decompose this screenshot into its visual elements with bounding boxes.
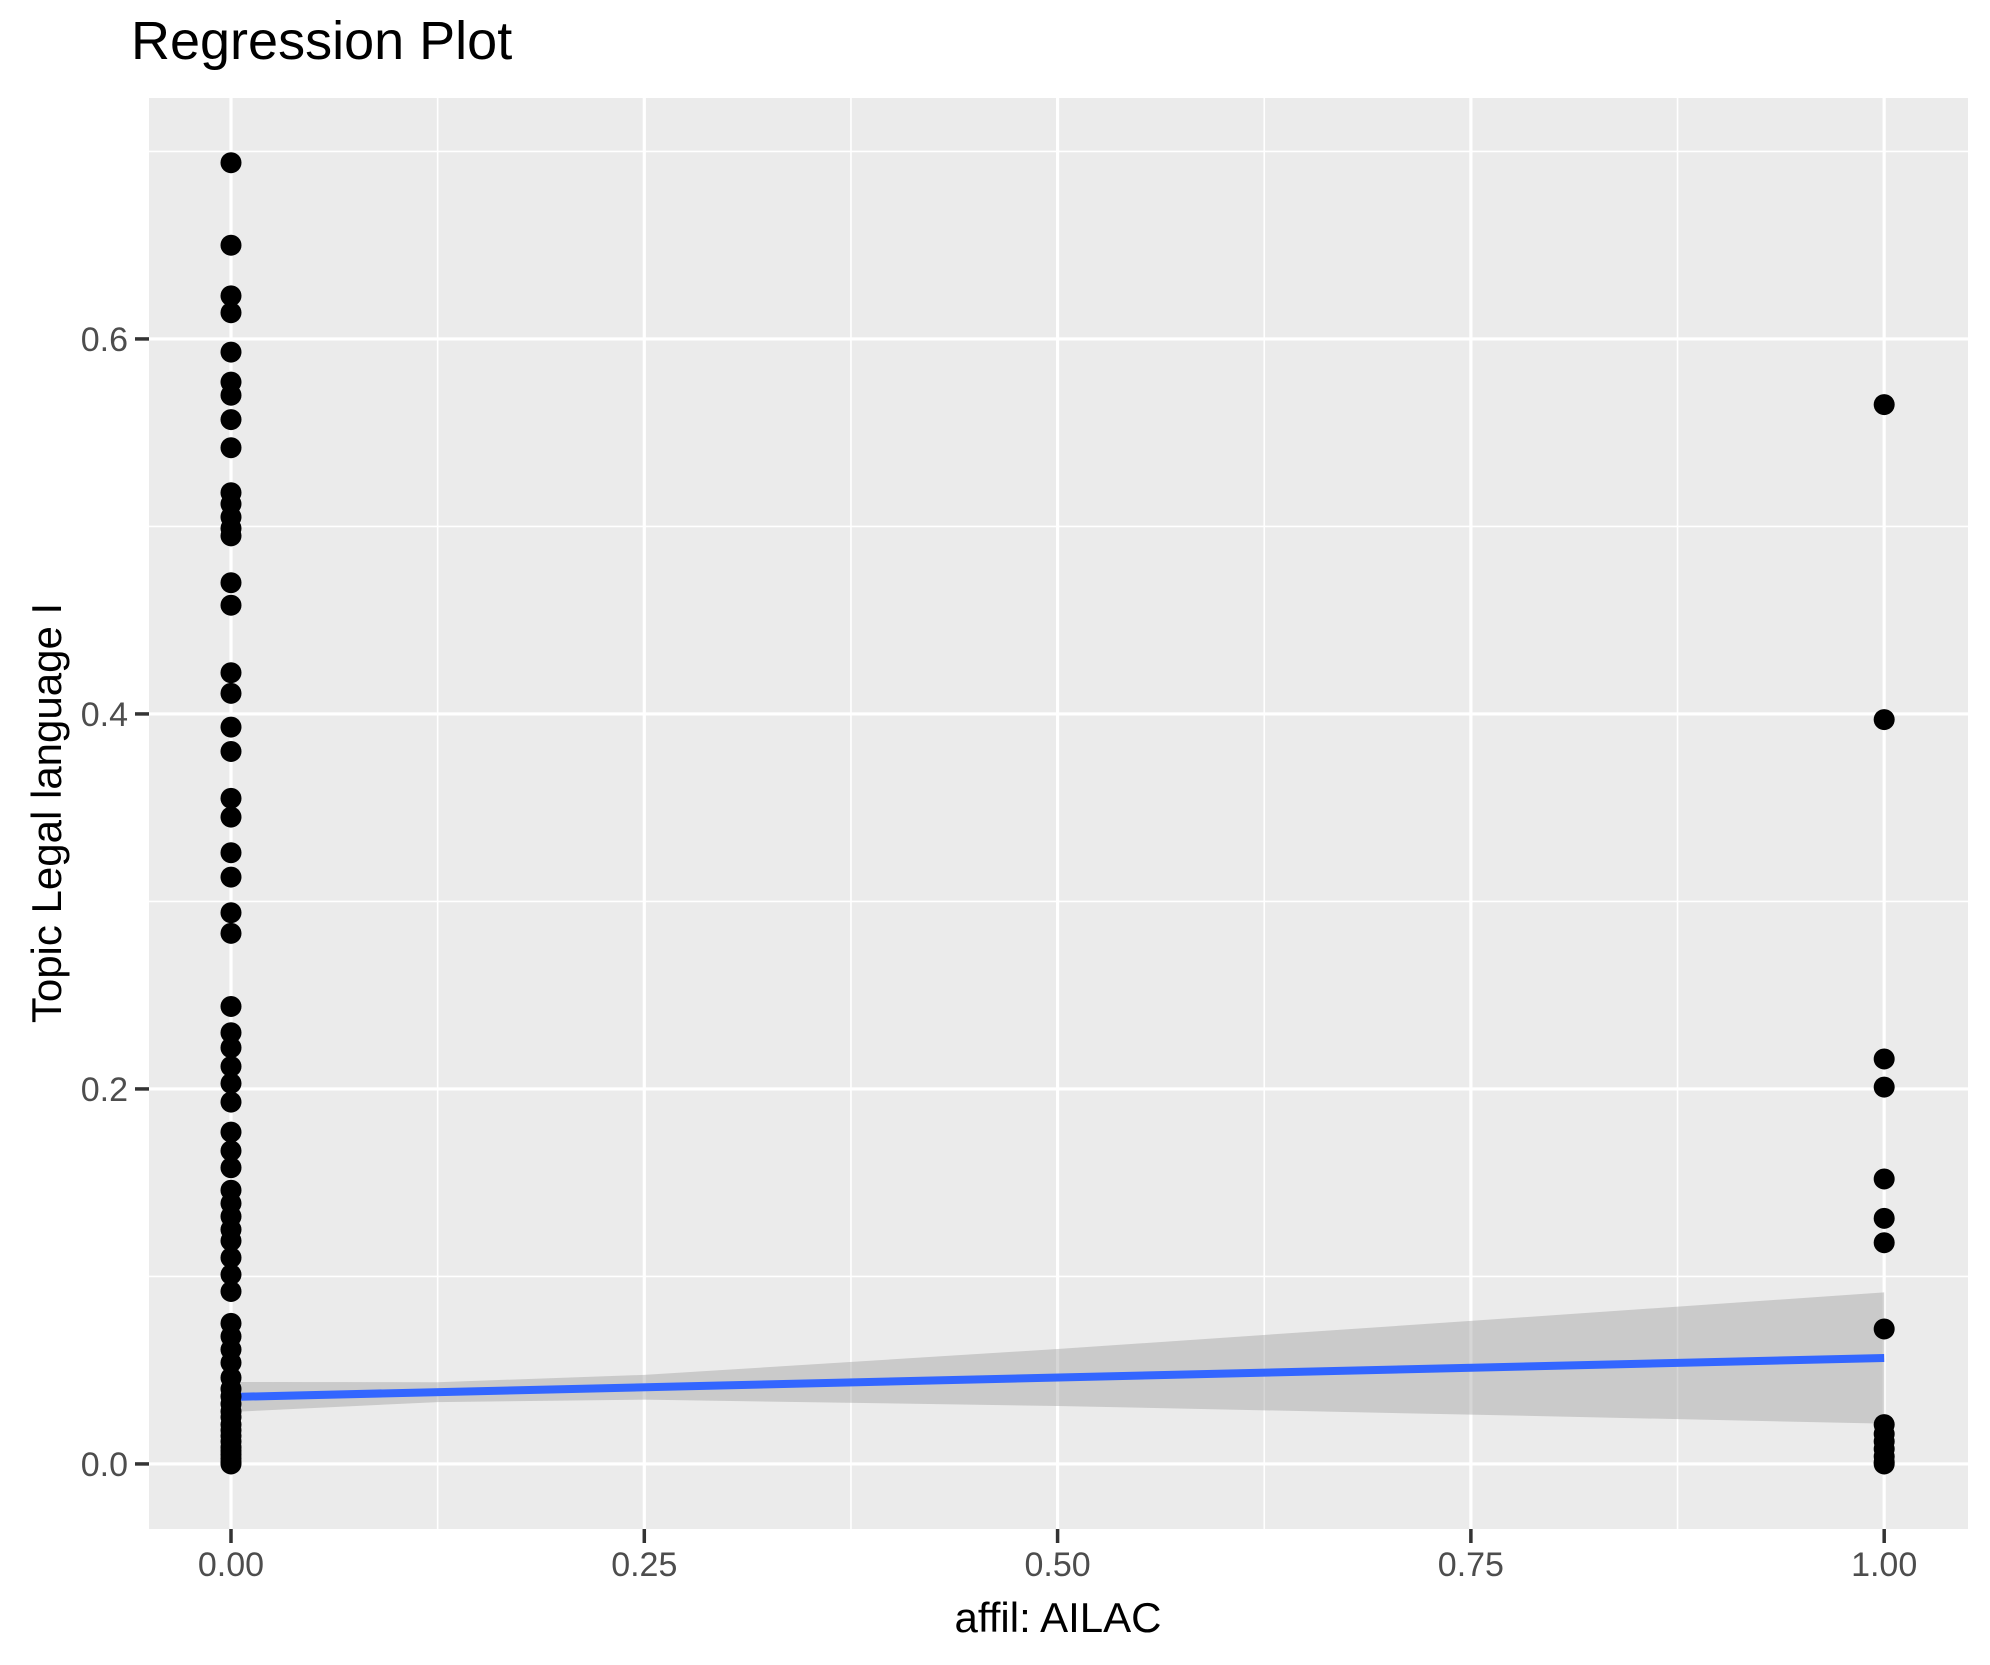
scatter-point [220,902,242,924]
scatter-point [220,525,242,547]
scatter-point [1873,1318,1895,1340]
x-tick-label: 0.75 [1438,1546,1504,1584]
scatter-point [220,740,242,762]
scatter-point [220,1280,242,1302]
scatter-point [220,1140,242,1162]
y-tick-label: 0.2 [81,1071,128,1109]
scatter-point [220,384,242,406]
scatter-point [1873,1232,1895,1254]
scatter-point [1873,1076,1895,1098]
scatter-point [1873,709,1895,731]
scatter-point [220,594,242,616]
scatter-point [220,1121,242,1143]
scatter-point [220,806,242,828]
scatter-point [220,995,242,1017]
scatter-point [220,572,242,594]
scatter-point [1873,1168,1895,1190]
x-axis-title: affil: AILAC [954,1594,1162,1641]
y-tick-label: 0.0 [81,1446,128,1484]
scatter-point [220,1247,242,1269]
scatter-point [220,1157,242,1179]
scatter-point [220,866,242,888]
scatter-point [220,1230,242,1252]
scatter-point [220,234,242,256]
scatter-point [220,1352,242,1374]
scatter-point [1873,1048,1895,1070]
x-tick-label: 0.25 [611,1546,677,1584]
y-tick-label: 0.4 [81,696,128,734]
y-tick-label: 0.6 [81,321,128,359]
scatter-point [220,1055,242,1077]
scatter-point [220,662,242,684]
scatter-point [1873,1207,1895,1229]
scatter-point [220,787,242,809]
scatter-point [220,1264,242,1286]
scatter-point [220,1022,242,1044]
scatter-point [220,842,242,864]
scatter-point [220,1453,242,1475]
regression-line [230,1354,1885,1401]
scatter-point [1873,394,1895,416]
scatter-point [220,341,242,363]
scatter-point [220,922,242,944]
scatter-point [220,682,242,704]
plot-title: Regression Plot [131,11,513,71]
scatter-point [220,152,242,174]
x-tick-label: 1.00 [1851,1546,1917,1584]
scatter-point [220,285,242,307]
scatter-point [220,1037,242,1059]
x-tick-label: 0.00 [198,1546,264,1584]
scatter-point [220,1072,242,1094]
scatter-point [220,302,242,324]
scatter-point [220,437,242,459]
x-tick-label: 0.50 [1024,1546,1090,1584]
scatter-point [1873,1453,1895,1475]
y-axis-title: Topic Legal language I [23,602,70,1024]
scatter-point [220,1091,242,1113]
scatter-point [220,716,242,738]
scatter-point [220,409,242,431]
